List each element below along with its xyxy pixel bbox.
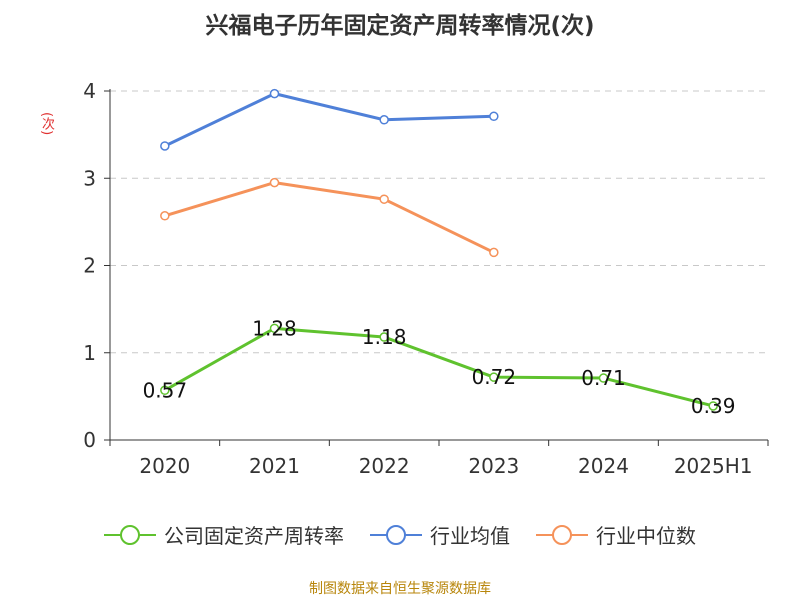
series-line	[164, 326, 714, 408]
data-point	[160, 211, 170, 221]
series-layer	[160, 88, 718, 411]
data-label: 0.72	[472, 365, 517, 389]
x-tick-label: 2024	[578, 454, 629, 478]
legend-item[interactable]: 公司固定资产周转率	[104, 520, 344, 549]
legend-label: 行业均值	[430, 524, 510, 548]
legend-item[interactable]: 行业中位数	[536, 520, 696, 549]
y-axis-label: (次)	[39, 112, 54, 136]
x-tick-label: 2021	[249, 454, 300, 478]
legend-circle	[120, 524, 140, 545]
x-tick-label: 2025H1	[674, 454, 753, 478]
data-labels: 0.57 1.28 1.18 0.72 0.71 0.39	[143, 316, 736, 418]
data-label: 1.28	[252, 316, 297, 340]
data-point	[489, 247, 499, 258]
y-tick-label: 2	[83, 254, 96, 278]
legend-label: 公司固定资产周转率	[164, 524, 344, 548]
axes: 0 1 2 3 4 2020 2021 2022 2023 2024 2025H1	[83, 79, 769, 478]
data-point	[708, 401, 718, 411]
y-tick-label: 3	[83, 166, 96, 190]
legend-item[interactable]: 行业均值	[370, 520, 510, 549]
y-tick-label: 4	[83, 79, 96, 103]
x-tick-label: 2020	[139, 454, 190, 478]
data-point	[379, 332, 389, 342]
legend-marker-icon	[536, 524, 588, 545]
x-tick-label: 2023	[468, 454, 519, 478]
gridlines	[110, 90, 768, 354]
legend-label: 行业中位数	[596, 524, 696, 548]
legend: 公司固定资产周转率 行业均值 行业中位数	[0, 520, 800, 549]
y-tick-label: 0	[83, 428, 96, 452]
data-point	[379, 194, 389, 204]
data-label: 0.57	[143, 378, 188, 402]
legend-marker-icon	[104, 524, 156, 545]
data-point	[489, 372, 499, 382]
chart-title: 兴福电子历年固定资产周转率情况(次)	[205, 13, 595, 39]
legend-marker-icon	[370, 524, 422, 545]
data-point	[160, 141, 170, 151]
data-point	[160, 385, 170, 396]
legend-circle	[386, 524, 406, 545]
series-line	[164, 181, 495, 254]
data-point	[269, 177, 280, 188]
source-note: 制图数据来自恒生聚源数据库	[309, 581, 491, 597]
data-point	[598, 373, 609, 383]
data-point	[269, 323, 280, 334]
data-label: 1.18	[362, 325, 407, 349]
data-label: 0.71	[581, 366, 626, 390]
data-label: 0.39	[691, 394, 736, 418]
data-point	[379, 115, 389, 125]
data-point	[489, 111, 499, 122]
data-point	[269, 88, 280, 99]
x-tick-label: 2022	[359, 454, 410, 478]
series-line	[164, 92, 494, 148]
legend-circle	[552, 524, 572, 545]
y-tick-label: 1	[83, 341, 96, 365]
